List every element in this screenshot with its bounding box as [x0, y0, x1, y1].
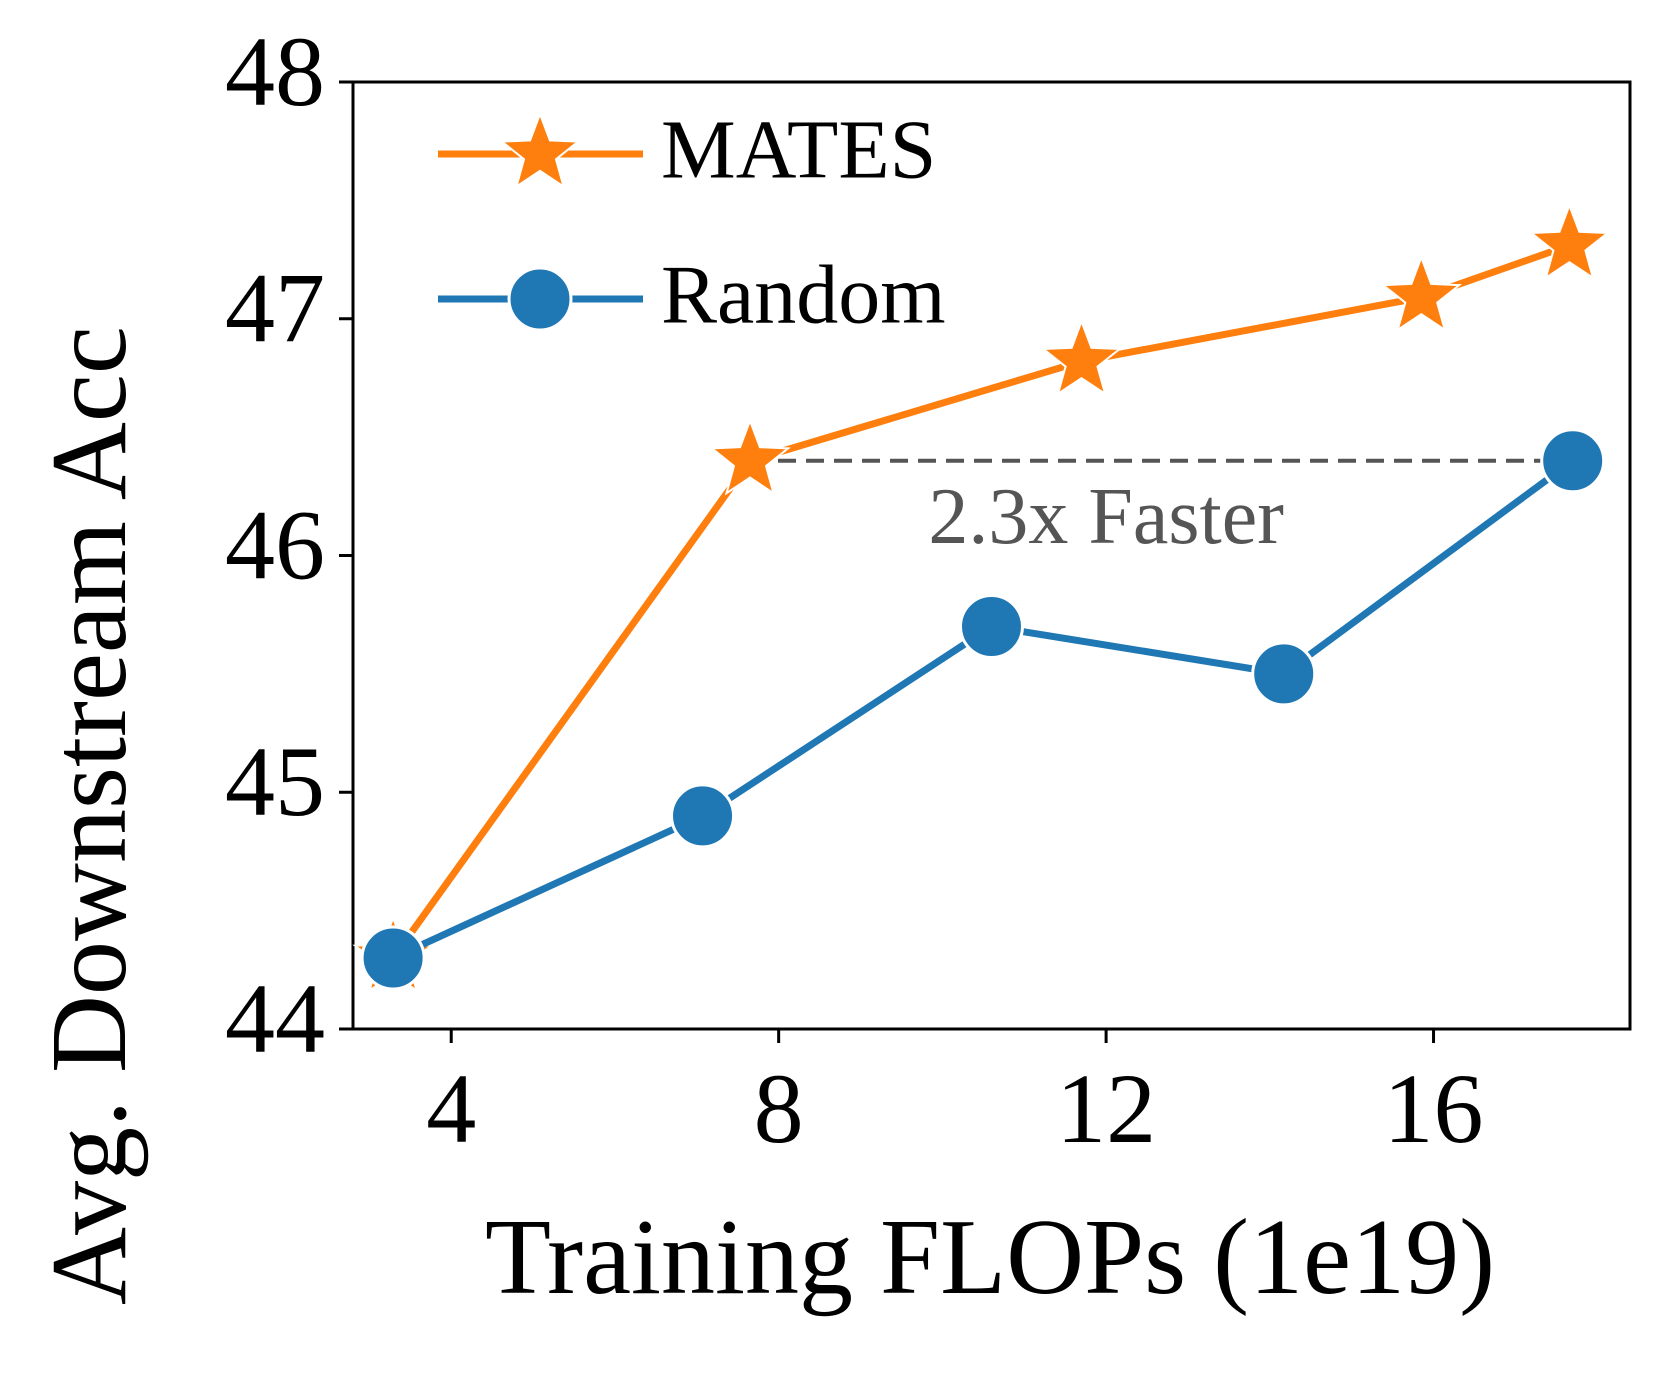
- marker: [959, 594, 1024, 660]
- x-tick-label: 16: [1384, 1053, 1484, 1164]
- marker: [670, 783, 736, 849]
- legend-label: MATES: [661, 103, 936, 196]
- marker: [1528, 202, 1611, 281]
- marker: [360, 925, 426, 991]
- marker: [1540, 428, 1606, 494]
- x-tick-label: 8: [754, 1053, 804, 1164]
- y-tick-label: 45: [225, 726, 325, 837]
- y-tick-label: 47: [225, 253, 325, 364]
- y-axis-label: Avg. Downstream Acc: [30, 326, 149, 1305]
- x-tick-label: 4: [426, 1053, 476, 1164]
- marker: [1251, 641, 1317, 707]
- y-tick-label: 48: [225, 16, 325, 127]
- marker: [1380, 254, 1463, 333]
- y-tick-label: 44: [225, 963, 325, 1074]
- annotation: 2.3x Faster: [928, 473, 1284, 561]
- marker: [709, 417, 791, 496]
- x-axis-label: Training FLOPs (1e19): [485, 1198, 1495, 1317]
- legend-marker: [507, 266, 573, 332]
- y-tick-label: 46: [225, 489, 325, 600]
- x-tick-label: 12: [1056, 1053, 1156, 1164]
- marker: [1040, 318, 1123, 397]
- legend-label: Random: [661, 248, 946, 341]
- legend-marker: [499, 111, 581, 189]
